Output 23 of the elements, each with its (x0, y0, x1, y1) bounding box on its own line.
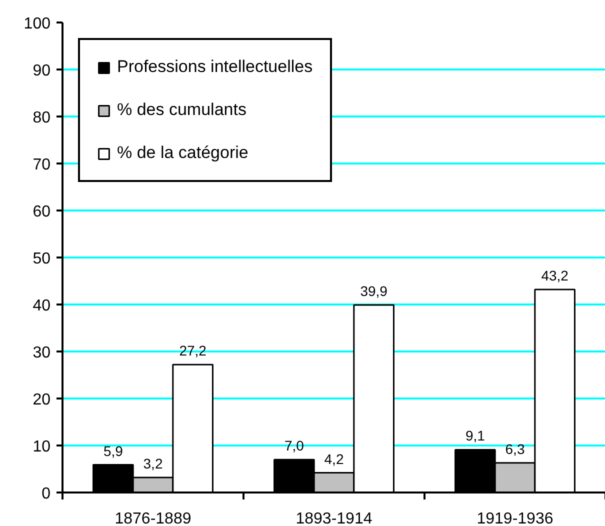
y-tick-label: 20 (32, 392, 51, 408)
y-tick-label: 0 (42, 486, 51, 502)
data-label: 9,1 (465, 428, 486, 444)
y-tick-label: 90 (32, 62, 51, 80)
y-tick-label: 30 (32, 344, 51, 362)
y-tick-label: 50 (32, 250, 51, 268)
y-tick-label: 40 (32, 298, 51, 314)
data-label: 43,2 (541, 267, 569, 284)
legend-label: % des cumulants (117, 100, 246, 120)
data-label: 39,9 (360, 282, 388, 299)
data-label: 3,2 (143, 455, 163, 472)
y-tick-label: 10 (32, 438, 51, 456)
data-label: 4,2 (324, 450, 344, 467)
y-tick-label: 100 (24, 16, 51, 32)
legend-label: % de la catégorie (117, 143, 248, 163)
x-tick-label: 1893-1914 (296, 510, 372, 526)
legend-label: Professions intellectuelles (117, 57, 313, 77)
x-tick-label: 1876-1889 (114, 510, 192, 526)
y-tick-label: 60 (32, 204, 51, 220)
data-label: 5,9 (103, 442, 124, 459)
y-tick-label: 70 (32, 156, 51, 174)
x-tick-label: 1919-1936 (476, 510, 554, 526)
y-tick-label: 80 (32, 110, 51, 126)
